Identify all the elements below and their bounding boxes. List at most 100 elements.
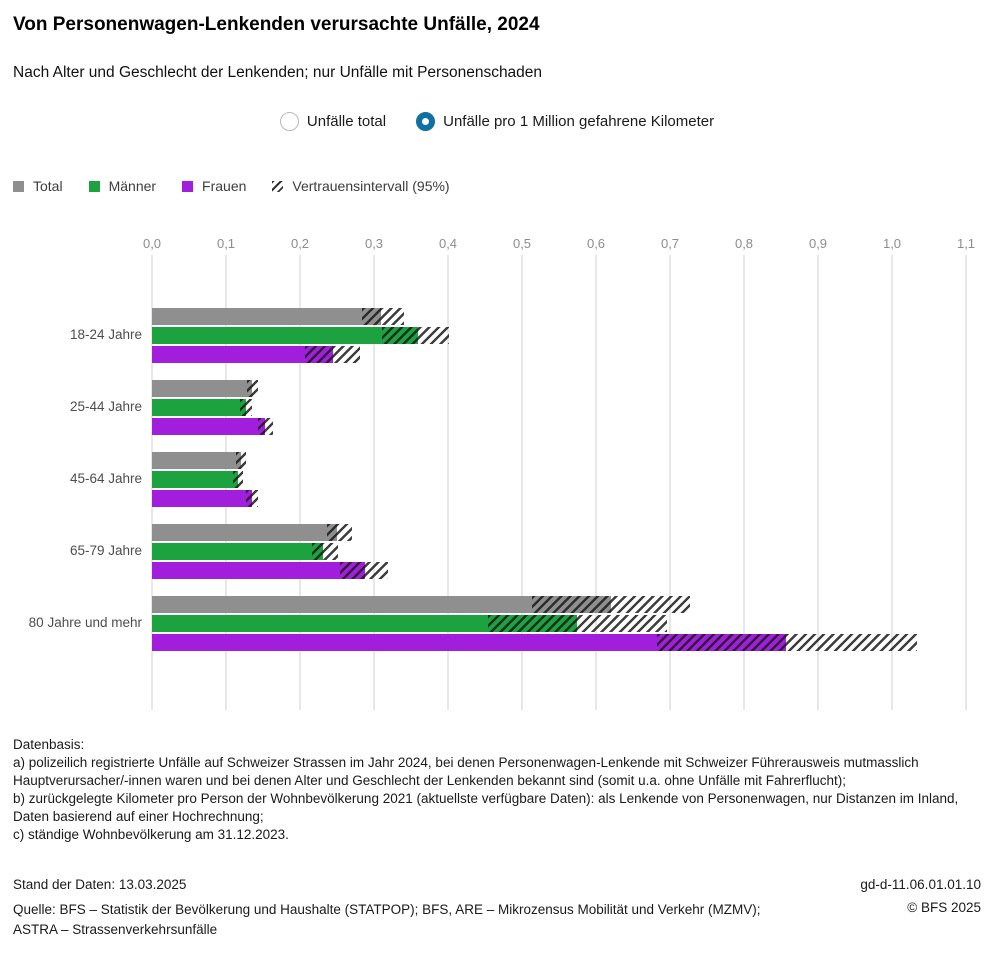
bar-frauen-0[interactable] (152, 346, 334, 363)
legend-swatch-icon (182, 180, 194, 192)
bar-frauen-4[interactable] (152, 634, 787, 651)
gridline (521, 255, 523, 710)
gridline (669, 255, 671, 710)
bar-maenner-3[interactable] (152, 543, 323, 560)
x-tick-label: 1,0 (882, 236, 902, 251)
footer-row-2: Quelle: BFS – Statistik der Bevölkerung … (13, 900, 981, 939)
copyright: © BFS 2025 (907, 900, 981, 915)
footer-row-1: Stand der Daten: 13.03.2025 gd-d-11.06.0… (13, 877, 981, 892)
category-label: 25-44 Jahre (69, 399, 142, 414)
bar-total-0[interactable] (152, 308, 382, 325)
bar-frauen-3[interactable] (152, 562, 366, 579)
bar-row-frauen (152, 418, 966, 435)
plot-area: 0,0 0,1 0,2 0,3 0,4 0,5 0,6 0,7 0,8 0,9 1,0 1,1 (143, 236, 975, 710)
x-tick-label: 0,7 (660, 236, 680, 251)
reference-code: gd-d-11.06.01.01.10 (860, 877, 981, 892)
bar-row-total (152, 380, 966, 397)
confidence-interval-total-4 (532, 596, 690, 613)
legend-swatch-icon (13, 180, 24, 192)
x-tick-label: 0,8 (734, 236, 754, 251)
radio-button-icon[interactable] (416, 112, 436, 131)
data-status: Stand der Daten: 13.03.2025 (13, 877, 187, 892)
bar-frauen-1[interactable] (152, 418, 266, 435)
gridline (373, 255, 375, 710)
bar-row-frauen (152, 490, 966, 507)
footnote-intro: Datenbasis: (13, 737, 85, 752)
bar-row-maenner (152, 543, 966, 560)
confidence-interval-frauen-2 (245, 490, 258, 507)
radio-option-1[interactable]: Unfälle pro 1 Million gefahrene Kilomete… (416, 112, 714, 131)
page-title: Von Personenwagen-Lenkenden verursachte … (13, 14, 540, 35)
gridline (447, 255, 449, 710)
category-label: 45-64 Jahre (69, 471, 142, 486)
legend-swatch-icon (88, 180, 100, 192)
footnote-c: c) ständige Wohnbevölkerung am 31.12.202… (13, 826, 289, 842)
bar-row-total (152, 452, 966, 469)
hatch-swatch-icon (272, 180, 284, 192)
x-tick-label: 0,1 (216, 236, 236, 251)
radio-group: Unfälle total Unfälle pro 1 Million gefah… (0, 112, 994, 131)
bar-row-total (152, 308, 966, 325)
bar-row-maenner (152, 399, 966, 416)
legend-item-label: Frauen (202, 178, 247, 194)
chart: 18-24 Jahre 25-44 Jahre 45-64 Jahre 65-79 J… (0, 236, 994, 716)
bar-total-1[interactable] (152, 380, 252, 397)
category-label: 65-79 Jahre (69, 543, 142, 558)
bar-row-maenner (152, 615, 966, 632)
legend-item-label: Vertrauensintervall (95%) (292, 178, 450, 194)
bar-row-frauen (152, 346, 966, 363)
axis-tick-row: 0,0 0,1 0,2 0,3 0,4 0,5 0,6 0,7 0,8 0,9 1,0 1,1 (143, 236, 975, 252)
x-tick-label: 1,1 (956, 236, 976, 251)
gridline (965, 255, 967, 710)
legend-item-label: Total (33, 178, 63, 194)
bar-total-4[interactable] (152, 596, 611, 613)
category-labels: 18-24 Jahre 25-44 Jahre 45-64 Jahre 65-79 J… (0, 236, 142, 716)
bar-row-frauen (152, 634, 966, 651)
bar-row-total (152, 596, 966, 613)
confidence-interval-maenner-0 (382, 327, 449, 344)
x-tick-label: 0,0 (142, 236, 162, 251)
bar-maenner-0[interactable] (152, 327, 419, 344)
gridline (299, 255, 301, 710)
radio-button-icon[interactable] (279, 112, 299, 131)
source-text: Quelle: BFS – Statistik der Bevölkerung … (13, 902, 761, 937)
bar-row-total (152, 524, 966, 541)
legend-item-label: Männer (108, 178, 157, 194)
legend-item-frauen[interactable]: Frauen (182, 178, 246, 194)
radio-option-label: Unfälle pro 1 Million gefahrene Kilomete… (443, 113, 715, 130)
bar-total-3[interactable] (152, 524, 337, 541)
confidence-interval-total-3 (326, 524, 352, 541)
bar-maenner-4[interactable] (152, 615, 577, 632)
category-label: 80 Jahre und mehr (28, 615, 142, 630)
bar-total-2[interactable] (152, 452, 241, 469)
x-tick-label: 0,3 (364, 236, 384, 251)
legend-item-ci[interactable]: Vertrauensintervall (95%) (272, 178, 450, 194)
x-tick-label: 0,5 (512, 236, 532, 251)
gridline (891, 255, 893, 710)
confidence-interval-total-2 (236, 452, 246, 469)
confidence-interval-total-0 (362, 308, 404, 325)
gridline (595, 255, 597, 710)
category-label: 18-24 Jahre (69, 327, 142, 342)
bar-frauen-2[interactable] (152, 490, 252, 507)
page-subtitle: Nach Alter und Geschlecht der Lenkenden;… (13, 64, 543, 81)
confidence-interval-frauen-1 (257, 418, 273, 435)
radio-option-label: Unfälle total (306, 113, 387, 130)
confidence-interval-maenner-1 (240, 399, 252, 416)
radio-option-0[interactable]: Unfälle total (279, 112, 387, 131)
bar-maenner-2[interactable] (152, 471, 238, 488)
legend: Total Männer Frauen Vertrauensintervall (95… (13, 178, 450, 194)
x-tick-label: 0,4 (438, 236, 458, 251)
footnotes: Datenbasis: a) polizeilich registrierte … (13, 736, 981, 844)
footnote-b: b) zurückgelegte Kilometer pro Person de… (13, 790, 959, 824)
x-tick-label: 0,2 (290, 236, 310, 251)
legend-item-total[interactable]: Total (13, 178, 63, 194)
bar-row-frauen (152, 562, 966, 579)
legend-item-maenner[interactable]: Männer (88, 178, 157, 194)
confidence-interval-frauen-0 (305, 346, 360, 363)
confidence-interval-frauen-4 (656, 634, 918, 651)
bars (152, 262, 966, 710)
footnote-a: a) polizeilich registrierte Unfälle auf … (13, 754, 919, 788)
bar-maenner-1[interactable] (152, 399, 246, 416)
confidence-interval-maenner-3 (311, 543, 338, 560)
